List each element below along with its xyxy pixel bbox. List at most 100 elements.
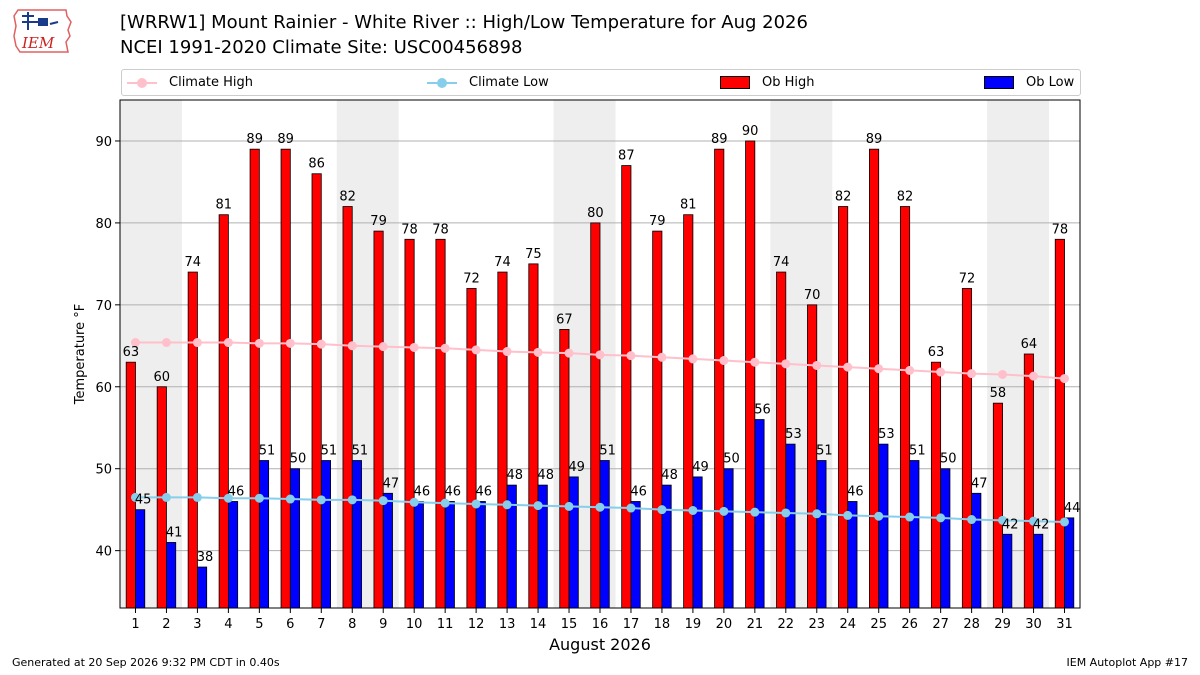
- ob-high-label-13: 74: [494, 255, 511, 270]
- climate-low-point-25: [874, 511, 884, 521]
- legend-ob-low-label: Ob Low: [1026, 75, 1075, 90]
- climate-low-point-19: [688, 505, 698, 515]
- ob-low-bar-22: [785, 443, 796, 609]
- ob-low-bar-25: [878, 443, 889, 609]
- ob-low-label-12: 46: [476, 484, 493, 499]
- x-tick-label-27: 27: [932, 617, 949, 632]
- ob-high-bar-25: [869, 148, 880, 609]
- ob-low-label-2: 41: [166, 525, 183, 540]
- x-tick-label-11: 11: [437, 617, 454, 632]
- ob-high-bar-9: [373, 230, 384, 609]
- ob-high-label-24: 82: [835, 190, 852, 205]
- ob-low-label-11: 46: [445, 484, 462, 499]
- ob-high-bar-18: [652, 230, 663, 609]
- climate-high-point-22: [781, 359, 791, 369]
- ob-low-label-10: 46: [414, 484, 431, 499]
- ob-low-label-1: 45: [135, 493, 152, 508]
- climate-low-point-13: [502, 500, 512, 510]
- climate-low-point-31: [1060, 517, 1070, 527]
- y-tick-label-60: 60: [95, 381, 112, 396]
- x-tick-label-4: 4: [224, 617, 232, 632]
- ob-low-label-28: 47: [971, 476, 988, 491]
- climate-low-point-30: [1029, 516, 1039, 526]
- legend-climate-low-label: Climate Low: [469, 75, 549, 90]
- ob-high-bar-24: [838, 206, 849, 609]
- climate-high-point-19: [688, 354, 698, 364]
- legend: Climate High Climate Low Ob High Ob Low: [121, 69, 1081, 96]
- ob-low-bar-27: [940, 468, 951, 609]
- ob-low-bar-7: [320, 460, 331, 609]
- ob-high-bar-30: [1023, 353, 1034, 609]
- climate-low-point-2: [161, 492, 171, 502]
- ob-high-label-29: 58: [990, 386, 1007, 401]
- climate-high-point-16: [595, 350, 605, 360]
- ob-low-bar-1: [135, 509, 146, 609]
- climate-high-point-29: [998, 369, 1008, 379]
- ob-high-label-17: 87: [618, 149, 635, 164]
- chart-title: [WRRW1] Mount Rainier - White River :: H…: [120, 12, 808, 33]
- ob-high-label-15: 67: [556, 312, 573, 327]
- ob-high-bar-19: [683, 214, 694, 609]
- x-tick-label-10: 10: [406, 617, 423, 632]
- ob-high-bar-7: [311, 173, 322, 609]
- ob-low-label-3: 38: [197, 550, 214, 565]
- ob-low-bar-4: [227, 501, 239, 609]
- ob-low-bar-15: [568, 476, 579, 609]
- ob-low-label-5: 51: [259, 444, 276, 459]
- x-tick-label-25: 25: [870, 617, 887, 632]
- ob-low-bar-5: [258, 460, 270, 609]
- climate-low-point-3: [192, 492, 202, 502]
- ob-low-bar-8: [351, 460, 362, 609]
- x-tick-label-14: 14: [530, 617, 547, 632]
- climate-high-point-27: [936, 367, 946, 377]
- climate-low-point-28: [967, 515, 977, 525]
- x-tick-label-17: 17: [623, 617, 640, 632]
- legend-ob-high: Ob High: [720, 70, 815, 95]
- climate-low-point-26: [905, 512, 915, 522]
- climate-high-point-5: [254, 338, 264, 348]
- ob-low-bar-9: [382, 492, 393, 609]
- x-tick-label-18: 18: [654, 617, 671, 632]
- iem-logo: IEM: [13, 9, 72, 53]
- climate-low-point-11: [440, 498, 450, 508]
- climate-high-point-13: [502, 347, 512, 357]
- climate-low-point-17: [626, 503, 636, 513]
- ob-low-label-9: 47: [383, 476, 400, 491]
- ob-low-bar-30: [1033, 533, 1044, 609]
- ob-high-label-20: 89: [711, 132, 728, 147]
- ob-high-bar-4: [218, 214, 229, 609]
- ob-low-swatch-icon: [984, 76, 1014, 89]
- ob-low-label-21: 56: [754, 403, 771, 418]
- ob-high-label-2: 60: [154, 370, 171, 385]
- ob-high-label-12: 72: [463, 271, 480, 286]
- x-tick-label-6: 6: [286, 617, 294, 632]
- legend-climate-low: Climate Low: [427, 70, 549, 95]
- ob-high-label-8: 82: [339, 190, 356, 205]
- climate-high-point-11: [440, 343, 450, 353]
- logo-text: IEM: [21, 34, 55, 52]
- climate-low-point-10: [409, 497, 419, 507]
- ob-low-label-4: 46: [228, 484, 245, 499]
- ob-high-label-3: 74: [185, 255, 202, 270]
- ob-high-swatch-icon: [720, 76, 750, 89]
- ob-low-label-31: 44: [1064, 501, 1081, 516]
- ob-high-bar-14: [528, 263, 539, 609]
- x-tick-label-16: 16: [592, 617, 609, 632]
- climate-high-point-1: [130, 338, 140, 348]
- climate-high-point-28: [967, 369, 977, 379]
- ob-high-label-22: 74: [773, 255, 790, 270]
- ob-high-bar-12: [466, 288, 477, 609]
- ob-high-label-14: 75: [525, 247, 542, 262]
- ob-high-label-5: 89: [246, 132, 263, 147]
- x-tick-label-3: 3: [193, 617, 201, 632]
- ob-high-bar-21: [745, 140, 756, 609]
- app-credit: IEM Autoplot App #17: [1066, 656, 1189, 669]
- climate-low-point-20: [719, 506, 729, 516]
- x-tick-label-21: 21: [747, 617, 764, 632]
- ob-high-label-25: 89: [866, 132, 883, 147]
- legend-ob-low: Ob Low: [984, 70, 1074, 95]
- y-tick-label-40: 40: [95, 545, 112, 560]
- ob-high-bar-6: [280, 148, 291, 609]
- x-tick-label-12: 12: [468, 617, 485, 632]
- ob-low-bar-31: [1064, 517, 1075, 609]
